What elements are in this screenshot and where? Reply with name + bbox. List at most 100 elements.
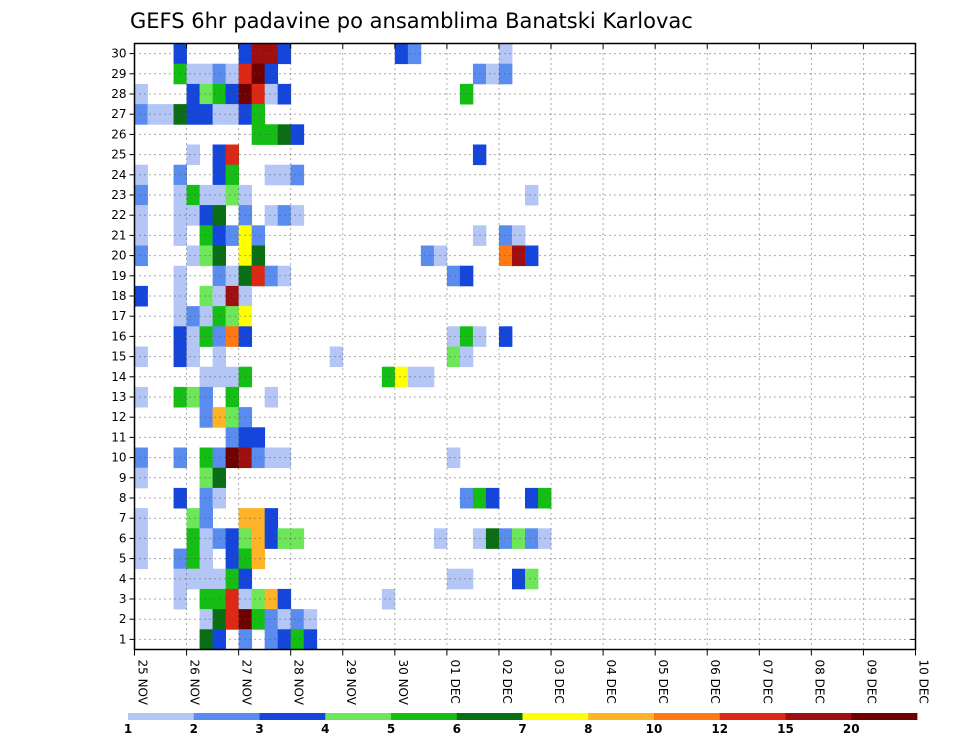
cell-m16-t7 <box>225 326 240 347</box>
cell-m2-t9 <box>251 609 266 630</box>
y-tick-label: 22 <box>111 208 126 222</box>
y-tick-label: 5 <box>119 552 127 566</box>
cell-m12-t6 <box>212 407 227 428</box>
x-tick-label: 05 DEC <box>656 660 670 704</box>
legend-swatch-12 <box>851 713 918 720</box>
y-tick-label: 9 <box>119 471 127 485</box>
y-tick-label: 25 <box>111 148 126 162</box>
legend-swatch-8 <box>588 713 655 720</box>
cell-m6-t0 <box>134 528 148 549</box>
cell-m1-t12 <box>290 629 305 650</box>
cell-m20-t5 <box>199 245 213 267</box>
cell-m22-t12 <box>290 205 305 226</box>
cell-m28-t9 <box>251 83 266 105</box>
cell-m20-t22 <box>420 245 435 267</box>
y-tick-label: 10 <box>111 451 126 465</box>
cell-m2-t12 <box>290 609 305 630</box>
cell-m20-t29 <box>511 245 526 267</box>
cell-m24-t6 <box>212 164 227 186</box>
cell-m29-t9 <box>251 63 266 85</box>
cell-m25-t4 <box>186 144 200 166</box>
cell-m26-t9 <box>251 124 266 145</box>
y-tick-label: 1 <box>119 632 127 646</box>
cell-m14-t22 <box>420 366 435 388</box>
cell-m19-t24 <box>446 265 461 287</box>
legend: 1 2 3 4 5 6 7 8 10 12 15 20 <box>124 713 918 736</box>
y-tick-label: 27 <box>111 107 126 121</box>
cell-m20-t0 <box>134 245 148 267</box>
cell-m11-t7 <box>225 427 240 448</box>
cell-m6-t10 <box>264 528 279 549</box>
cell-m27-t1 <box>147 104 161 125</box>
y-tick-label: 13 <box>111 390 126 404</box>
cell-m23-t4 <box>186 184 200 206</box>
cell-m6-t5 <box>199 528 213 549</box>
cell-m26-t12 <box>290 124 305 145</box>
cell-m23-t6 <box>212 184 227 206</box>
y-tick-label: 23 <box>111 188 126 202</box>
y-tick-label: 7 <box>119 511 127 525</box>
cell-m2-t10 <box>264 609 279 630</box>
cell-m6-t27 <box>485 528 500 549</box>
cell-m5-t7 <box>225 548 240 570</box>
cell-m19-t10 <box>264 265 279 287</box>
cell-m30-t20 <box>394 43 409 65</box>
y-tick-label: 4 <box>119 572 127 586</box>
y-tick-label: 18 <box>111 289 126 303</box>
cell-m13-t7 <box>225 386 240 408</box>
cell-m12-t5 <box>199 407 213 428</box>
cell-m27-t9 <box>251 104 266 125</box>
legend-swatch-3 <box>259 713 326 720</box>
cell-m11-t9 <box>251 427 266 448</box>
y-tick-label: 28 <box>111 87 126 101</box>
heatmap-cells <box>134 43 552 650</box>
cell-m29-t7 <box>225 63 240 85</box>
legend-label: 6 <box>453 722 461 736</box>
cell-m20-t23 <box>433 245 448 267</box>
cell-m13-t0 <box>134 386 148 408</box>
legend-label: 15 <box>777 722 794 736</box>
cell-m8-t5 <box>199 487 213 509</box>
cell-m14-t5 <box>199 366 213 388</box>
cell-m28-t4 <box>186 83 200 105</box>
cell-m3-t11 <box>277 588 292 610</box>
cell-m17-t4 <box>186 306 200 327</box>
cell-m8-t30 <box>525 487 539 509</box>
cell-m7-t10 <box>264 508 279 529</box>
cell-m23-t5 <box>199 184 213 206</box>
cell-m20-t30 <box>525 245 539 267</box>
cell-m6-t29 <box>511 528 526 549</box>
cell-m2-t6 <box>212 609 227 630</box>
y-tick-label: 17 <box>111 309 126 323</box>
y-tick-label: 11 <box>111 430 126 444</box>
cell-m24-t0 <box>134 164 148 186</box>
cell-m14-t6 <box>212 366 227 388</box>
x-tick-label: 07 DEC <box>760 660 774 704</box>
y-tick-label: 21 <box>111 228 126 242</box>
cell-m3-t10 <box>264 588 279 610</box>
x-tick-label: 29 NOV <box>344 660 358 706</box>
cell-m1-t6 <box>212 629 227 650</box>
cell-m8-t6 <box>212 487 227 509</box>
cell-m18-t6 <box>212 285 227 307</box>
cell-m27-t6 <box>212 104 227 125</box>
cell-m28-t11 <box>277 83 292 105</box>
cell-m14-t20 <box>394 366 409 388</box>
cell-m3-t7 <box>225 588 240 610</box>
legend-label: 12 <box>711 722 728 736</box>
cell-m3-t9 <box>251 588 266 610</box>
cell-m10-t24 <box>446 447 461 469</box>
y-tick-label: 16 <box>111 329 126 343</box>
cell-m28-t10 <box>264 83 279 105</box>
cell-m10-t7 <box>225 447 240 469</box>
cell-m23-t7 <box>225 184 240 206</box>
y-tick-label: 8 <box>119 491 127 505</box>
cell-m1-t5 <box>199 629 213 650</box>
chart-title: GEFS 6hr padavine po ansamblima Banatski… <box>130 9 693 33</box>
cell-m18-t0 <box>134 285 148 307</box>
cell-m24-t7 <box>225 164 240 186</box>
cell-m4-t29 <box>511 568 526 590</box>
legend-label: 2 <box>190 722 198 736</box>
y-tick-label: 24 <box>111 168 126 182</box>
cell-m30-t11 <box>277 43 292 65</box>
